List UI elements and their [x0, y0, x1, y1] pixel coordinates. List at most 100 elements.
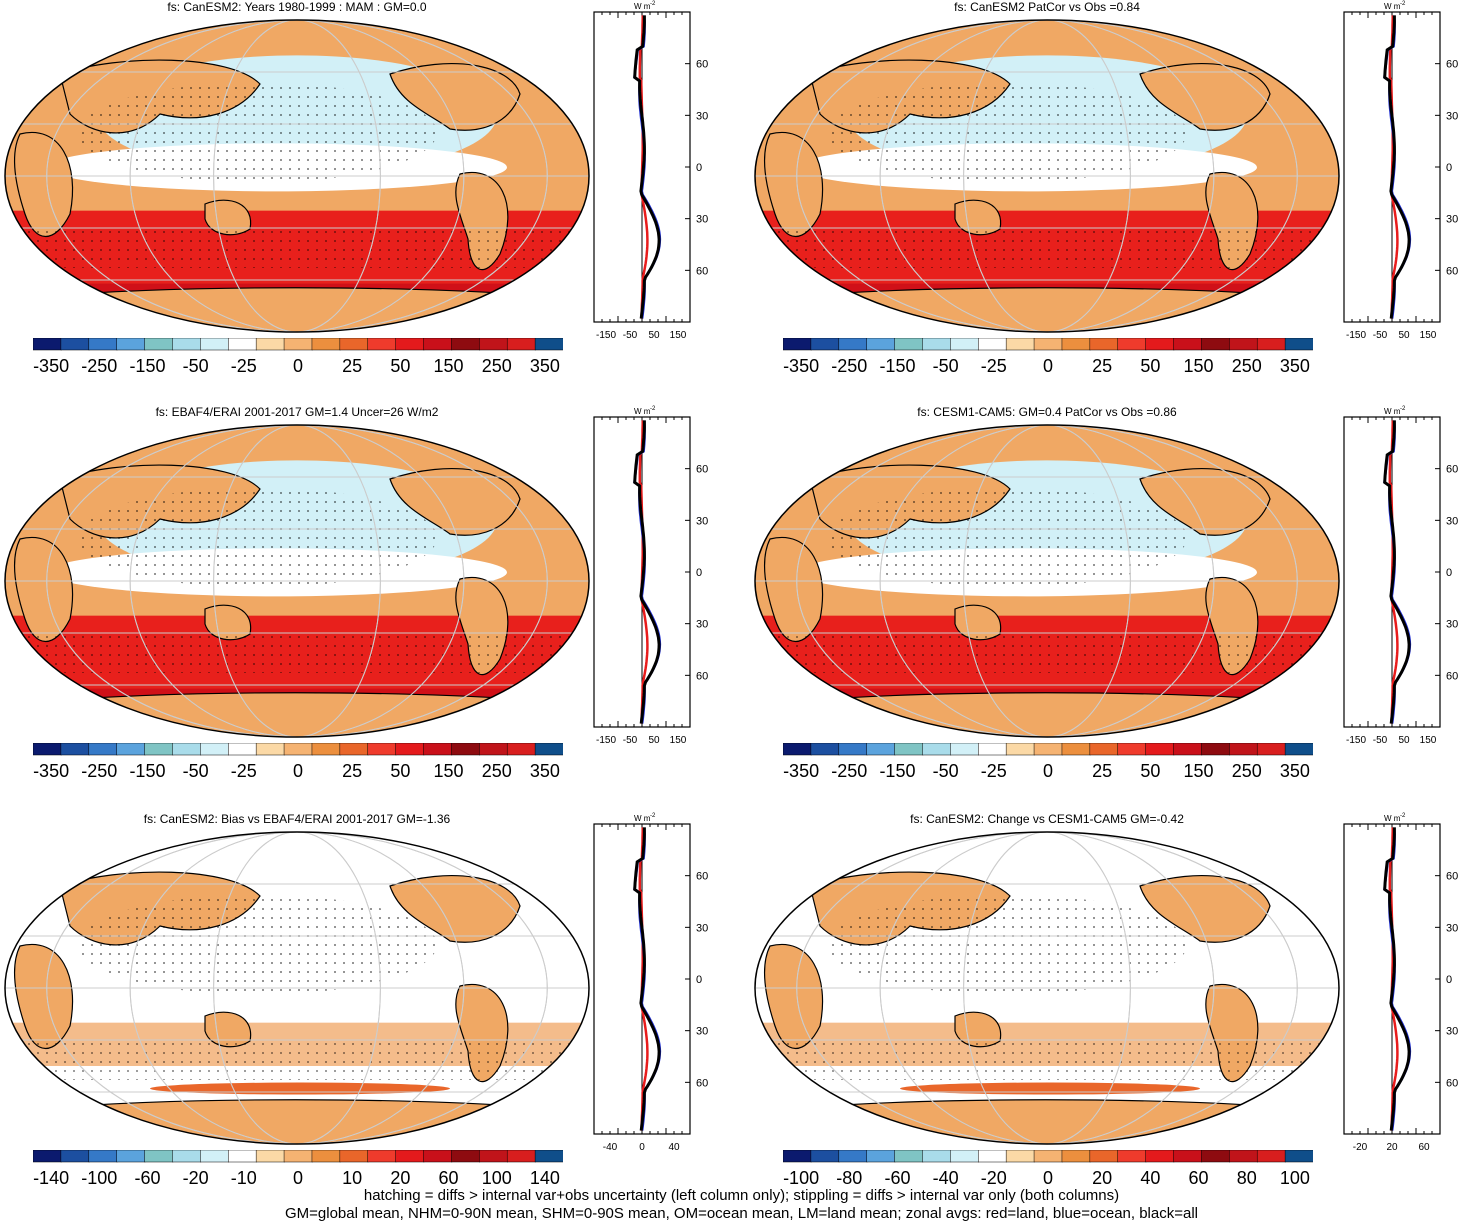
colorbar-swatch	[60, 743, 90, 756]
map-canvas	[4, 831, 590, 1145]
lat-label: 30S	[696, 619, 708, 631]
colorbar-label: 80	[1236, 1168, 1257, 1188]
map-canvas	[4, 424, 590, 738]
colorbar-swatch	[88, 338, 118, 351]
colorbar	[783, 1150, 1313, 1163]
colorbar-label: 50	[390, 761, 411, 781]
colorbar-swatch	[255, 743, 285, 756]
zonal-tick-label: -150	[596, 330, 616, 340]
zonal-tick-label: 40	[668, 1142, 680, 1152]
colorbar-label: 250	[481, 761, 512, 781]
map-fill	[755, 425, 1339, 737]
colorbar-swatch	[1201, 743, 1231, 756]
lat-label: 0	[1446, 567, 1452, 579]
zonal-tick-label: -150	[596, 735, 616, 745]
colorbar-swatch	[228, 743, 257, 756]
colorbar-label: -25	[980, 356, 1007, 376]
colorbar-swatch	[1284, 743, 1313, 756]
colorbar-swatch	[810, 1150, 840, 1163]
land-mass	[389, 875, 521, 943]
lat-label: 0	[696, 567, 702, 579]
colorbar-swatch	[978, 338, 1007, 351]
colorbar-swatch	[1229, 338, 1258, 351]
land-mass	[1139, 875, 1271, 943]
map-border	[754, 19, 1340, 333]
panel-f: fs: CanESM2: Change vs CESM1-CAM5 GM=-0.…	[750, 812, 1470, 1192]
zonal-mean-plot: W m-2 60N 30N 0 30S 60S -40 0 40	[593, 813, 708, 1152]
colorbar-label: 40	[1140, 1168, 1161, 1188]
zonal-tick-label: 50	[1398, 735, 1410, 745]
zonal-tick-label: 150	[670, 330, 687, 340]
colorbar	[33, 1150, 563, 1163]
lat-label: 30N	[1446, 515, 1458, 527]
lat-label: 0	[696, 162, 702, 174]
colorbar-label: -150	[879, 761, 916, 781]
colorbar-label: 150	[1183, 761, 1214, 781]
unit-label: W m	[1384, 814, 1401, 823]
unit-sup: -2	[650, 813, 656, 819]
colorbar-label: 0	[1042, 761, 1054, 781]
graticule	[5, 425, 589, 737]
panel-title: fs: CanESM2: Years 1980-1999 : MAM : GM=…	[167, 0, 427, 14]
colorbar-swatch	[1173, 743, 1203, 756]
colorbar-swatch	[506, 1150, 536, 1163]
colorbar-label: 150	[433, 356, 464, 376]
colorbar-swatch	[1005, 338, 1035, 351]
colorbar-label: -100	[81, 1168, 118, 1188]
colorbar-labels: -100 -80 -60 -40 -20 0 20 40 60 80 100	[783, 1168, 1313, 1190]
colorbar-swatch	[810, 338, 840, 351]
unit-label: W m	[1384, 2, 1401, 11]
colorbar-swatch	[978, 743, 1007, 756]
colorbar-swatch	[978, 1150, 1007, 1163]
colorbar-label: -80	[836, 1168, 863, 1188]
lat-label: 60N	[696, 871, 708, 883]
colorbar-swatch	[144, 338, 174, 351]
colorbar-swatch	[838, 338, 868, 351]
lat-label: 60N	[696, 59, 708, 71]
colorbar-swatch	[339, 1150, 369, 1163]
colorbar-swatch	[1117, 1150, 1147, 1163]
colorbar-label: -350	[33, 761, 70, 781]
colorbar-label: -250	[831, 761, 868, 781]
colorbar-label: -250	[81, 761, 118, 781]
colorbar-swatch	[1005, 743, 1035, 756]
colorbar-swatch	[228, 338, 257, 351]
lat-label: 0	[696, 974, 702, 986]
zonal-mean-plot: W m-2 60N 30N 0 30S 60S -150 -50 50 150	[1343, 406, 1458, 745]
colorbar-label: -350	[783, 761, 820, 781]
zonal-tick-label: 50	[648, 735, 660, 745]
colorbar-label: 140	[529, 1168, 560, 1188]
colorbar-swatch	[228, 1150, 257, 1163]
colorbar-label: 25	[342, 356, 363, 376]
colorbar-swatch	[1173, 1150, 1203, 1163]
zonal-tick-label: -150	[1346, 330, 1366, 340]
colorbar-swatch	[1256, 743, 1286, 756]
colorbar-swatch	[60, 338, 90, 351]
colorbar-swatch	[1229, 743, 1258, 756]
zonal-tick-label: 150	[1420, 735, 1437, 745]
colorbar-swatch	[144, 743, 174, 756]
colorbar-swatch	[534, 743, 563, 756]
colorbar-swatch	[367, 743, 397, 756]
unit-sup: -2	[1400, 406, 1406, 412]
colorbar-swatch	[33, 338, 62, 351]
colorbar-label: 20	[390, 1168, 411, 1188]
colorbar-label: -25	[230, 761, 257, 781]
lat-label: 60S	[1446, 1077, 1458, 1089]
colorbar-label: -150	[129, 356, 166, 376]
colorbar-swatch	[1033, 338, 1063, 351]
colorbar-label: 60	[438, 1168, 459, 1188]
colorbar-swatch	[479, 743, 508, 756]
lat-label: 60N	[1446, 464, 1458, 476]
zonal-tick-label: -20	[1353, 1142, 1368, 1152]
panel-title: fs: EBAF4/ERAI 2001-2017 GM=1.4 Uncer=26…	[155, 405, 439, 419]
colorbar-swatch	[866, 338, 896, 351]
colorbar	[33, 743, 563, 756]
colorbar-swatch	[255, 338, 285, 351]
panel-title: fs: CanESM2: Bias vs EBAF4/ERAI 2001-201…	[143, 812, 451, 826]
panel-title: fs: CESM1-CAM5: GM=0.4 PatCor vs Obs =0.…	[917, 405, 1177, 419]
colorbar-swatch	[1061, 1150, 1091, 1163]
colorbar-swatch	[479, 1150, 508, 1163]
panel-c: fs: EBAF4/ERAI 2001-2017 GM=1.4 Uncer=26…	[0, 405, 720, 785]
zonal-all-line	[633, 827, 661, 1131]
